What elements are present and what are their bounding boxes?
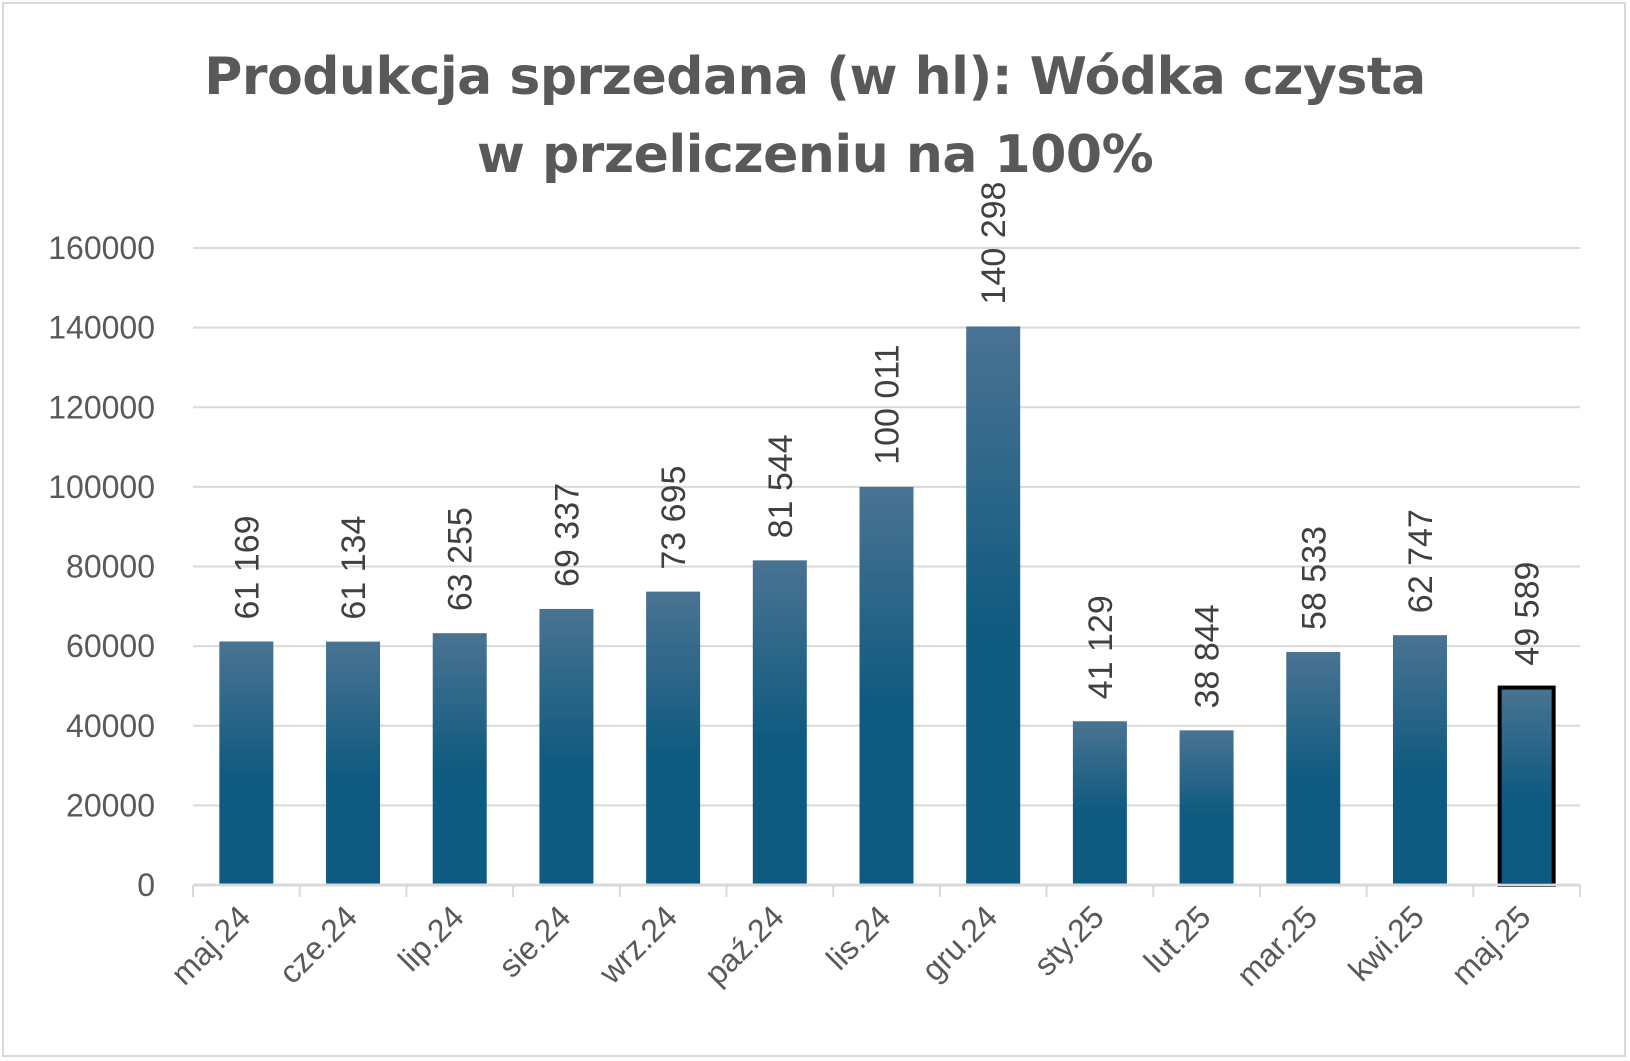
x-tick-label: gru.24	[915, 898, 1005, 988]
bar	[1286, 651, 1341, 885]
data-label: 62 747	[1402, 509, 1440, 613]
bar	[1392, 635, 1447, 885]
data-label: 73 695	[655, 466, 693, 570]
x-tick-label: cze.24	[272, 898, 364, 990]
x-axis: maj.24 cze.24 lip.24 sie.24 wrz.24 paź.24 lis.…	[164, 883, 1581, 993]
x-tick-label: lis.24	[819, 898, 897, 976]
x-tick-label: maj.25	[1444, 898, 1537, 991]
y-tick-label: 0	[137, 867, 155, 903]
data-labels: 61 169 61 134 63 255 69 337 73 695 81 544 100 …	[228, 182, 1546, 709]
bar	[326, 641, 381, 885]
x-tick-label: maj.24	[164, 898, 257, 991]
bar	[646, 591, 701, 885]
bars	[219, 326, 1556, 887]
x-tick-label: wrz.24	[591, 898, 684, 991]
x-tick-label: lut.25	[1137, 898, 1218, 979]
bar	[219, 641, 274, 885]
y-tick-label: 100000	[48, 469, 155, 505]
y-tick-label: 60000	[66, 628, 155, 664]
x-tick-label: sty.25	[1027, 898, 1111, 982]
bar	[966, 326, 1021, 885]
data-label: 41 129	[1082, 595, 1120, 699]
y-axis: 0 20000 40000 60000 80000 100000 120000 140000 1…	[48, 230, 155, 903]
y-tick-label: 40000	[66, 708, 155, 744]
y-tick-label: 160000	[48, 230, 155, 266]
data-label: 61 169	[228, 515, 266, 619]
y-tick-label: 20000	[66, 787, 155, 823]
data-label: 49 589	[1509, 562, 1547, 666]
chart-title: Produkcja sprzedana (w hl): Wódka czysta…	[0, 38, 1630, 194]
y-tick-label: 80000	[66, 549, 155, 585]
data-label: 61 134	[335, 516, 373, 620]
data-label: 140 298	[975, 182, 1013, 305]
data-label: 81 544	[762, 434, 800, 538]
bar	[752, 560, 807, 885]
bar	[539, 608, 594, 885]
data-label: 69 337	[548, 483, 586, 587]
y-tick-label: 120000	[48, 389, 155, 425]
bar	[1179, 730, 1234, 885]
data-label: 100 011	[869, 344, 907, 464]
y-tick-label: 140000	[48, 310, 155, 346]
data-label: 63 255	[442, 507, 480, 611]
bar	[1072, 721, 1127, 885]
data-label: 38 844	[1189, 604, 1227, 708]
x-tick-label: mar.25	[1230, 898, 1325, 993]
x-tick-label: lip.24	[391, 898, 471, 978]
chart-title-line-1: Produkcja sprzedana (w hl): Wódka czysta	[204, 47, 1426, 107]
bar-highlighted	[1497, 685, 1556, 887]
bar	[859, 486, 914, 885]
data-label: 58 533	[1295, 526, 1333, 630]
x-tick-label: paź.24	[697, 898, 790, 991]
x-tick-label: kwi.25	[1341, 898, 1431, 988]
bar	[432, 633, 487, 885]
x-tick-label: sie.24	[492, 898, 578, 984]
chart-title-line-2: w przeliczeniu na 100%	[476, 125, 1154, 185]
